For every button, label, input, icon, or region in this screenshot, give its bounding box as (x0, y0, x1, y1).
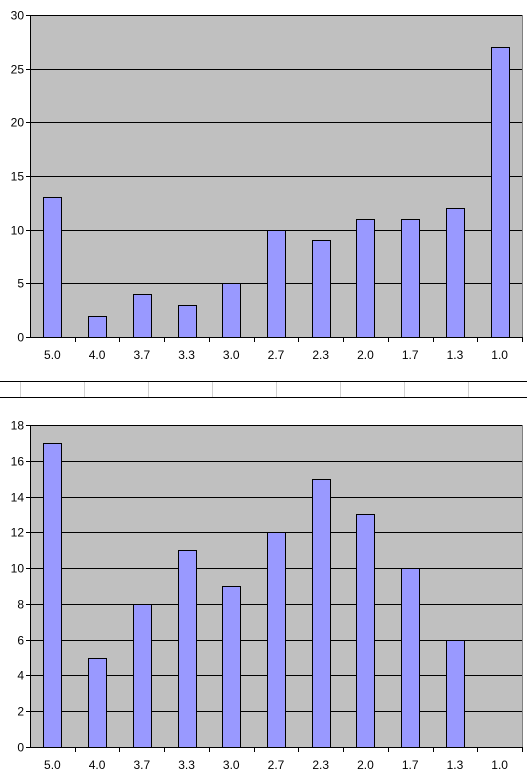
x-tick-label: 3.0 (223, 758, 240, 772)
bar (356, 219, 375, 338)
bar (222, 586, 241, 748)
x-tick-label: 1.0 (491, 758, 508, 772)
x-tick-label: 2.7 (268, 758, 285, 772)
x-tick-label: 1.3 (447, 758, 464, 772)
x-tick-label: 3.7 (133, 758, 150, 772)
y-tick-label: 15 (11, 170, 25, 184)
x-tick-label: 1.0 (491, 348, 508, 362)
bar (491, 47, 510, 338)
sheet-row-divider (0, 381, 527, 398)
bar (312, 240, 331, 338)
x-tick-label: 4.0 (89, 348, 106, 362)
y-tick-label: 5 (17, 277, 24, 291)
y-tick-label: 0 (17, 741, 24, 755)
bar (133, 294, 152, 338)
y-tick-label: 12 (11, 526, 25, 540)
y-tick-label: 6 (17, 634, 24, 648)
y-tick-label: 8 (17, 598, 24, 612)
x-tick-label: 5.0 (44, 758, 61, 772)
bar (446, 640, 465, 748)
bar (401, 219, 420, 338)
x-tick-label: 2.3 (312, 348, 329, 362)
y-tick-label: 10 (11, 562, 25, 576)
bar (267, 532, 286, 748)
y-tick-label: 2 (17, 705, 24, 719)
bar (178, 550, 197, 748)
x-tick-label: 1.3 (447, 348, 464, 362)
x-tick-label: 1.7 (402, 758, 419, 772)
x-tick-label: 2.0 (357, 758, 374, 772)
bar (312, 479, 331, 748)
x-tick-label: 3.3 (178, 758, 195, 772)
x-tick-label: 2.3 (312, 758, 329, 772)
bar (133, 604, 152, 748)
y-tick-label: 14 (11, 491, 25, 505)
bar (222, 283, 241, 338)
y-tick-label: 30 (11, 9, 25, 23)
bar (267, 230, 286, 338)
y-tick-label: 10 (11, 224, 25, 238)
bottom-bar-chart: 0 2 4 6 8 10 12 14 16 18 5.0 4.0 3.7 3.3 3.0 2.7 2.3 2.0 1… (11, 419, 523, 772)
x-tick-label: 2.0 (357, 348, 374, 362)
y-tick-label: 25 (11, 63, 25, 77)
bar (356, 514, 375, 748)
y-tick-label: 18 (11, 419, 25, 433)
x-tick-label: 2.7 (268, 348, 285, 362)
top-bar-chart: 0 5 10 15 20 25 30 5.0 4.0 3.7 3.3 3.0 2.7 2.3 2.0 1.7 1… (11, 9, 523, 362)
y-tick-label: 16 (11, 455, 25, 469)
y-tick-label: 0 (17, 331, 24, 345)
bar (446, 208, 465, 338)
x-tick-label: 3.7 (133, 348, 150, 362)
y-tick-label: 4 (17, 669, 24, 683)
x-tick-label: 3.0 (223, 348, 240, 362)
y-tick-label: 20 (11, 116, 25, 130)
x-tick-label: 1.7 (402, 348, 419, 362)
x-tick-label: 5.0 (44, 348, 61, 362)
bar (43, 197, 62, 338)
bar (88, 658, 107, 748)
x-tick-label: 3.3 (178, 348, 195, 362)
bar (401, 568, 420, 748)
bar (88, 316, 107, 338)
bar (43, 443, 62, 748)
bar (178, 305, 197, 338)
x-tick-label: 4.0 (89, 758, 106, 772)
